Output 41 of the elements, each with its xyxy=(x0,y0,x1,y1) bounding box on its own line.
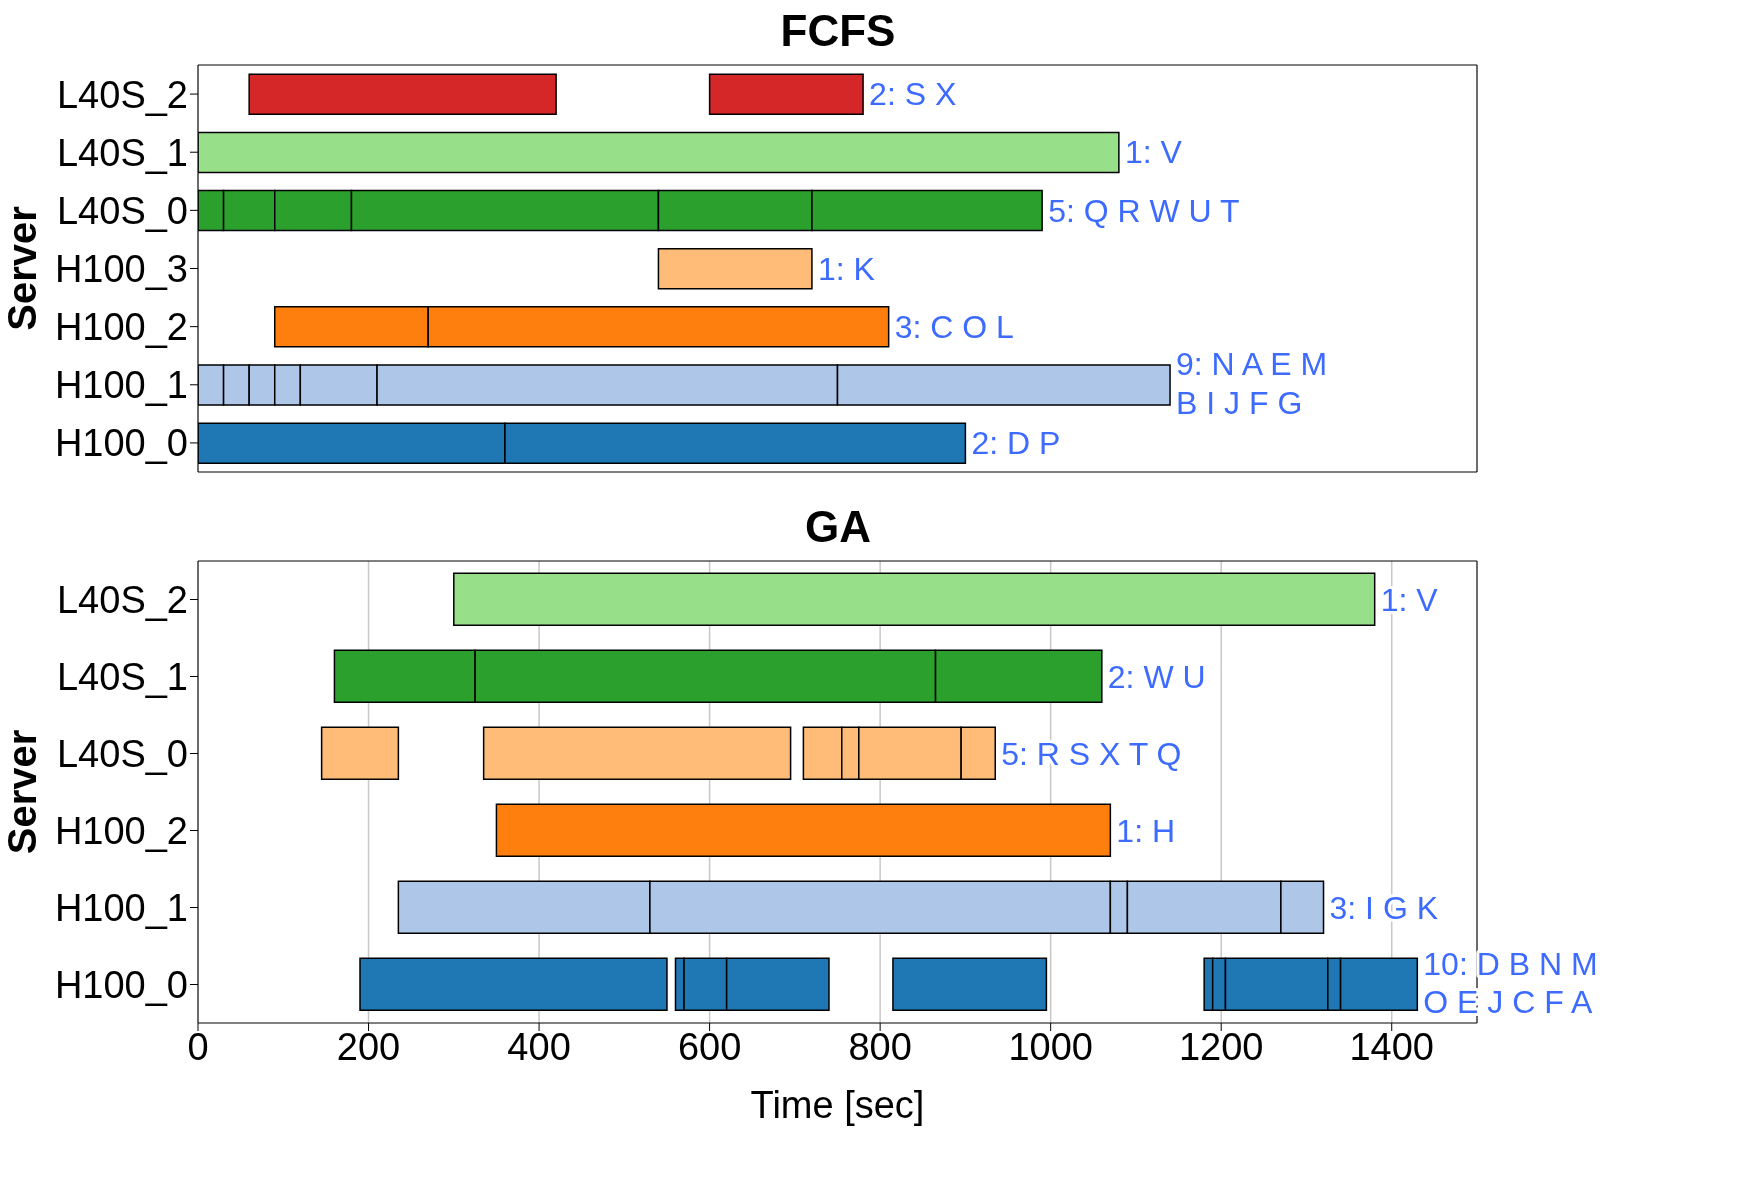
y-tick-label: L40S_0 xyxy=(56,732,188,775)
x-tick-label: 200 xyxy=(336,1025,401,1068)
bar xyxy=(495,803,1112,858)
bar xyxy=(453,572,1376,627)
y-tick-label: H100_3 xyxy=(54,247,188,290)
y-axis-title: Server xyxy=(0,206,45,331)
x-axis-title: Time [sec] xyxy=(750,1084,925,1126)
y-tick-label: L40S_1 xyxy=(56,655,188,698)
annotation: 9: N A E M B I J F G xyxy=(1176,346,1328,421)
annotation: 1: V xyxy=(1124,134,1183,171)
x-tick-label: 600 xyxy=(677,1025,742,1068)
y-tick-label: H100_1 xyxy=(54,886,188,929)
annotation: 1: H xyxy=(1116,812,1176,849)
annotation: 2: S X xyxy=(869,76,957,113)
annotation: 5: Q R W U T xyxy=(1048,192,1240,229)
y-tick-label: H100_2 xyxy=(54,306,188,349)
y-tick-label: H100_1 xyxy=(54,364,188,407)
y-tick-label: H100_2 xyxy=(54,809,188,852)
annotation: 1: K xyxy=(817,250,875,287)
y-axis-title: Server xyxy=(0,729,45,855)
y-tick-label: L40S_2 xyxy=(56,73,188,116)
x-tick-label: 1000 xyxy=(1008,1025,1093,1068)
x-tick-label: 1200 xyxy=(1178,1025,1264,1068)
y-tick-label: H100_0 xyxy=(54,963,188,1006)
annotation: 5: R S X T Q xyxy=(1001,735,1182,772)
x-tick-label: 1400 xyxy=(1349,1025,1435,1068)
y-tick-label: L40S_1 xyxy=(56,131,188,174)
bar xyxy=(657,247,813,290)
annotation: 3: I G K xyxy=(1329,889,1438,926)
annotation: 3: C O L xyxy=(894,308,1014,345)
chart-title: FCFS xyxy=(779,6,897,55)
x-tick-label: 0 xyxy=(187,1025,209,1068)
annotation: 2: D P xyxy=(971,425,1061,462)
annotation: 2: W U xyxy=(1107,658,1206,695)
x-tick-label: 800 xyxy=(848,1025,912,1068)
chart-title: GA xyxy=(804,502,872,551)
y-tick-label: L40S_0 xyxy=(56,189,188,232)
annotation: 1: V xyxy=(1380,581,1439,618)
y-tick-label: L40S_2 xyxy=(56,578,188,621)
x-tick-label: 400 xyxy=(507,1025,571,1068)
y-tick-label: H100_0 xyxy=(54,422,188,465)
